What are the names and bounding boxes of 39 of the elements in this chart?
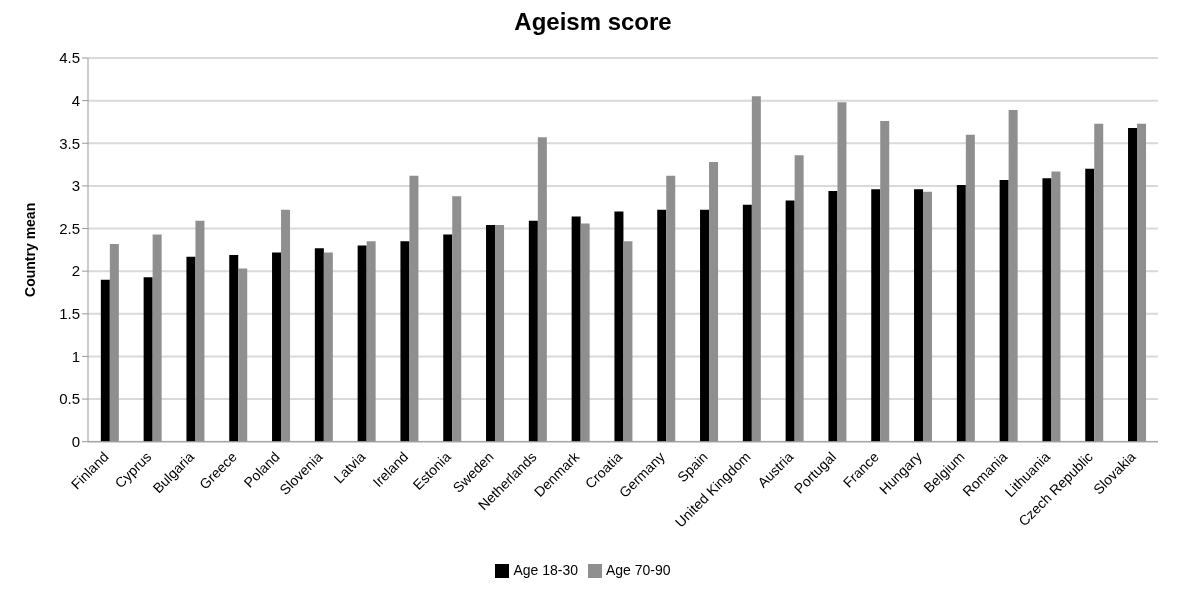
bar bbox=[742, 204, 752, 442]
bar bbox=[956, 185, 966, 442]
y-tick-label: 3 bbox=[71, 177, 80, 195]
y-tick-label: 2.5 bbox=[59, 219, 80, 237]
bar bbox=[314, 248, 324, 442]
chart-title: Ageism score bbox=[513, 8, 673, 37]
bar bbox=[272, 252, 282, 442]
y-axis-title: Country mean bbox=[21, 202, 38, 297]
bar bbox=[186, 256, 196, 442]
legend-label: Age 18-30 bbox=[513, 561, 578, 578]
y-tick-label: 2 bbox=[71, 262, 80, 280]
y-tick-label: 0.5 bbox=[59, 390, 80, 408]
legend-label: Age 70-90 bbox=[606, 561, 671, 578]
bar bbox=[1128, 127, 1138, 442]
bar bbox=[1085, 168, 1095, 442]
bar bbox=[443, 234, 453, 442]
bar bbox=[400, 241, 410, 442]
bar bbox=[143, 277, 153, 442]
bar bbox=[999, 179, 1009, 442]
y-tick-label: 1 bbox=[71, 347, 80, 365]
bar bbox=[657, 209, 667, 442]
y-tick-label: 4 bbox=[71, 91, 80, 109]
bar bbox=[100, 279, 110, 442]
bar bbox=[871, 189, 881, 442]
bar bbox=[229, 254, 239, 442]
bar bbox=[1042, 178, 1052, 442]
y-tick-label: 3.5 bbox=[59, 134, 80, 152]
bar bbox=[828, 191, 838, 442]
bar bbox=[785, 200, 795, 442]
bar bbox=[571, 216, 581, 442]
bar bbox=[357, 245, 367, 442]
bar bbox=[914, 189, 924, 442]
bar bbox=[528, 220, 538, 442]
bar bbox=[700, 209, 710, 442]
y-tick-label: 0 bbox=[71, 433, 80, 451]
bar bbox=[486, 225, 496, 442]
y-tick-label: 4.5 bbox=[59, 49, 80, 67]
bar bbox=[614, 211, 624, 442]
y-tick-label: 1.5 bbox=[59, 305, 80, 323]
